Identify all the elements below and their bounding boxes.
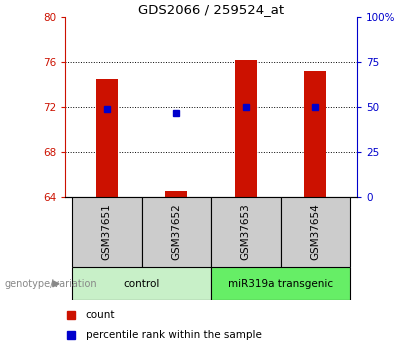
Text: count: count <box>86 309 115 319</box>
Bar <box>304 71 326 197</box>
Bar <box>211 267 350 300</box>
Text: control: control <box>123 279 160 289</box>
Bar <box>211 197 281 267</box>
Text: GSM37652: GSM37652 <box>171 204 181 260</box>
Bar <box>281 197 350 267</box>
Text: genotype/variation: genotype/variation <box>4 279 97 288</box>
Bar <box>165 191 187 197</box>
Bar <box>72 267 211 300</box>
Text: miR319a transgenic: miR319a transgenic <box>228 279 333 289</box>
Text: GSM37654: GSM37654 <box>310 204 320 260</box>
Title: GDS2066 / 259524_at: GDS2066 / 259524_at <box>138 3 284 16</box>
Bar <box>96 79 118 197</box>
Text: GSM37651: GSM37651 <box>102 204 112 260</box>
Bar <box>142 197 211 267</box>
Bar <box>235 60 257 197</box>
Text: GSM37653: GSM37653 <box>241 204 251 260</box>
Text: percentile rank within the sample: percentile rank within the sample <box>86 330 261 340</box>
Bar <box>72 197 142 267</box>
